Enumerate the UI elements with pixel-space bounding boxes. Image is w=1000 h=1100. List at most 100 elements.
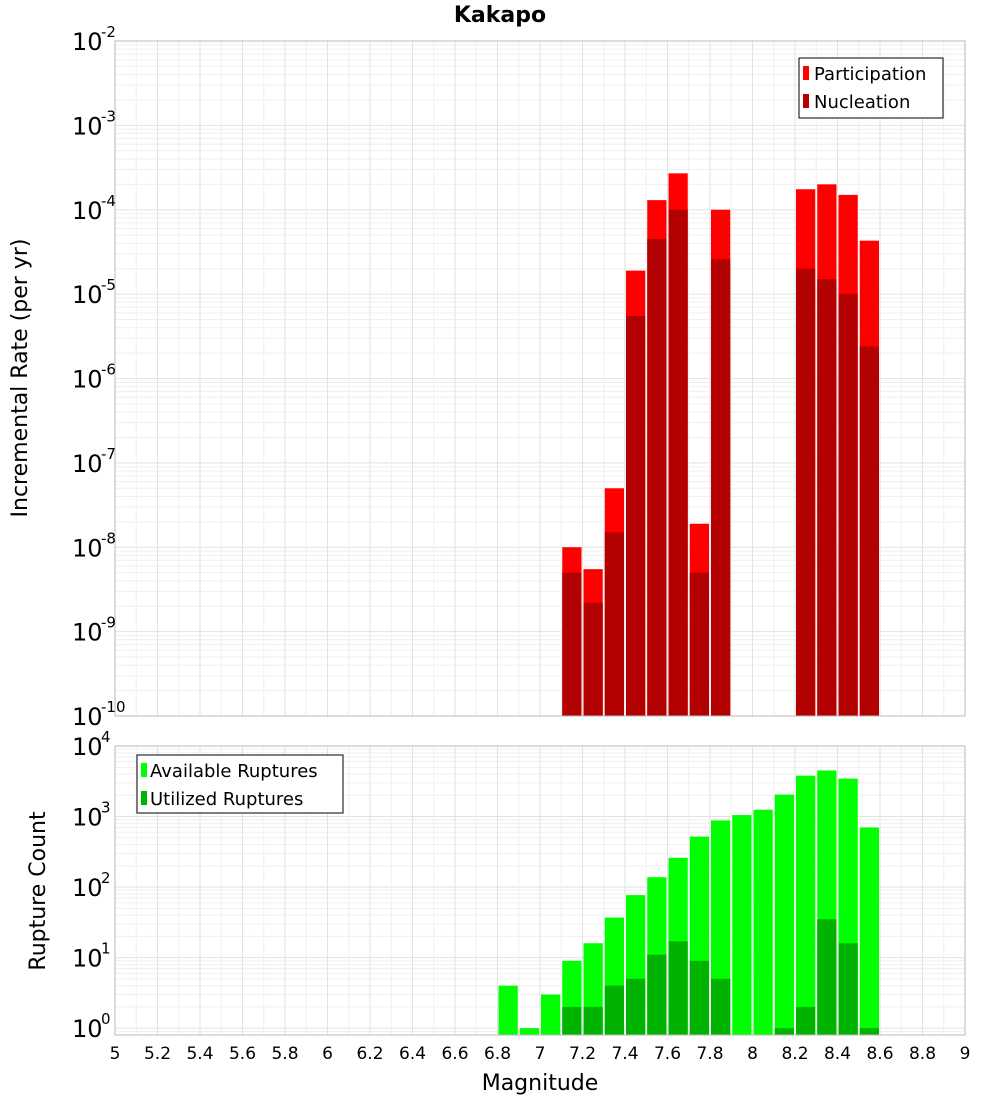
x-tick-label: 7.6 [654,1044,681,1064]
count-y-tick-exponent: 2 [101,869,111,887]
chart-title: Kakapo [454,3,546,28]
rate-bar-nucleation [668,209,688,716]
rate-y-tick-base: 10 [72,366,103,394]
rate-y-tick-base: 10 [72,112,103,140]
count-bar-available-ruptures [774,794,794,1035]
x-tick-label: 7.8 [696,1044,723,1064]
x-tick-label: 7 [535,1044,546,1064]
x-tick-label: 5.6 [229,1044,256,1064]
count-bar-utilized-ruptures [562,1006,582,1035]
count-y-tick-exponent: 1 [101,940,111,958]
rate-legend: Participation Nucleation [798,57,944,119]
x-tick-label: 8.2 [781,1044,808,1064]
legend-swatch-available [141,763,147,777]
x-tick-label: 7.2 [569,1044,596,1064]
count-y-tick-label: 102 [72,869,111,902]
x-tick-label: 6.2 [356,1044,383,1064]
count-y-tick-exponent: 4 [101,728,111,746]
count-bar-available-ruptures [732,815,752,1035]
rate-bar-nucleation [604,532,624,716]
rate-y-tick-base: 10 [72,281,103,309]
count-y-tick-base: 10 [72,874,103,902]
x-tick-label: 8.6 [866,1044,893,1064]
magnitude-x-ticks: 5 5.2 5.4 5.6 5.8 6 6.2 6.4 6.6 6.8 7 7.2 7.4 7.6 7.8 8… [110,1044,971,1064]
rate-grid [114,41,966,717]
rate-bar-nucleation [562,572,582,716]
count-y-tick-exponent: 3 [101,799,111,817]
count-bar-utilized-ruptures [604,985,624,1035]
x-tick-label: 7.4 [611,1044,638,1064]
count-y-tick-base: 10 [72,1015,103,1043]
x-tick-label: 5.8 [271,1044,298,1064]
rate-y-tick-exponent: -4 [101,192,116,210]
rate-y-tick-label: 10-2 [72,23,116,56]
rate-y-ticks: 10-210-310-410-510-610-710-810-910-10 [72,23,126,731]
count-y-tick-label: 100 [72,1010,111,1043]
rate-y-axis-label: Incremental Rate (per yr) [8,239,33,518]
count-y-tick-exponent: 0 [101,1010,111,1028]
rate-y-tick-exponent: -2 [101,23,116,41]
rate-y-tick-base: 10 [72,703,103,731]
count-bar-available-ruptures [498,985,518,1035]
rate-bar-nucleation [647,239,667,716]
rate-y-tick-exponent: -7 [101,445,116,463]
rate-bar-nucleation [711,259,731,716]
count-y-tick-base: 10 [72,733,103,761]
rate-bars [562,173,879,717]
x-tick-label: 8.8 [909,1044,936,1064]
legend-label-utilized: Utilized Ruptures [150,789,303,810]
count-bar-utilized-ruptures [817,919,837,1035]
x-tick-label: 6 [322,1044,333,1064]
count-y-axis-label: Rupture Count [26,811,51,971]
rate-y-tick-label: 10-7 [72,445,116,478]
count-bar-utilized-ruptures [796,1006,816,1035]
count-bar-utilized-ruptures [859,1028,879,1035]
count-y-tick-base: 10 [72,804,103,832]
count-bar-utilized-ruptures [774,1028,794,1035]
rate-y-tick-label: 10-9 [72,614,116,647]
rate-y-tick-exponent: -6 [101,361,116,379]
count-bar-utilized-ruptures [668,941,688,1035]
count-bar-utilized-ruptures [689,960,709,1035]
rate-y-tick-exponent: -3 [101,107,116,125]
rate-y-tick-label: 10-6 [72,361,116,394]
rate-panel: 10-210-310-410-510-610-710-810-910-10 In… [8,23,966,731]
count-legend: Available Ruptures Utilized Ruptures [136,754,344,814]
rate-plot-frame [114,40,966,717]
count-bar-available-ruptures [859,827,879,1035]
legend-label-nucleation: Nucleation [814,92,910,113]
rate-bar-nucleation [859,346,879,716]
count-y-tick-label: 103 [72,799,111,832]
legend-label-available: Available Ruptures [150,761,318,782]
x-tick-label: 6.8 [484,1044,511,1064]
count-bar-available-ruptures [796,775,816,1035]
rate-y-tick-base: 10 [72,197,103,225]
rate-bar-nucleation [796,268,816,716]
legend-swatch-nucleation [803,94,809,108]
rate-y-tick-label: 10-10 [72,698,126,731]
legend-swatch-participation [803,66,809,80]
rate-y-tick-label: 10-5 [72,276,116,309]
count-bars [498,770,879,1035]
rate-bar-nucleation [817,279,837,716]
rate-y-tick-base: 10 [72,450,103,478]
count-bar-available-ruptures [541,994,561,1035]
count-bar-utilized-ruptures [583,1006,603,1035]
count-bar-available-ruptures [519,1028,539,1035]
count-bar-utilized-ruptures [626,978,646,1035]
rate-bar-nucleation [689,572,709,716]
rate-y-tick-label: 10-3 [72,107,116,140]
count-bar-utilized-ruptures [838,943,858,1035]
legend-label-participation: Participation [814,64,926,85]
x-tick-label: 9 [960,1044,971,1064]
rate-y-tick-exponent: -9 [101,614,116,632]
count-legend-box [136,754,344,814]
count-y-tick-label: 101 [72,940,111,973]
rate-y-tick-label: 10-8 [72,529,116,562]
rate-y-tick-exponent: -8 [101,529,116,547]
x-tick-label: 8 [747,1044,758,1064]
rate-y-tick-base: 10 [72,534,103,562]
x-tick-label: 8.4 [824,1044,851,1064]
count-bar-utilized-ruptures [647,954,667,1035]
